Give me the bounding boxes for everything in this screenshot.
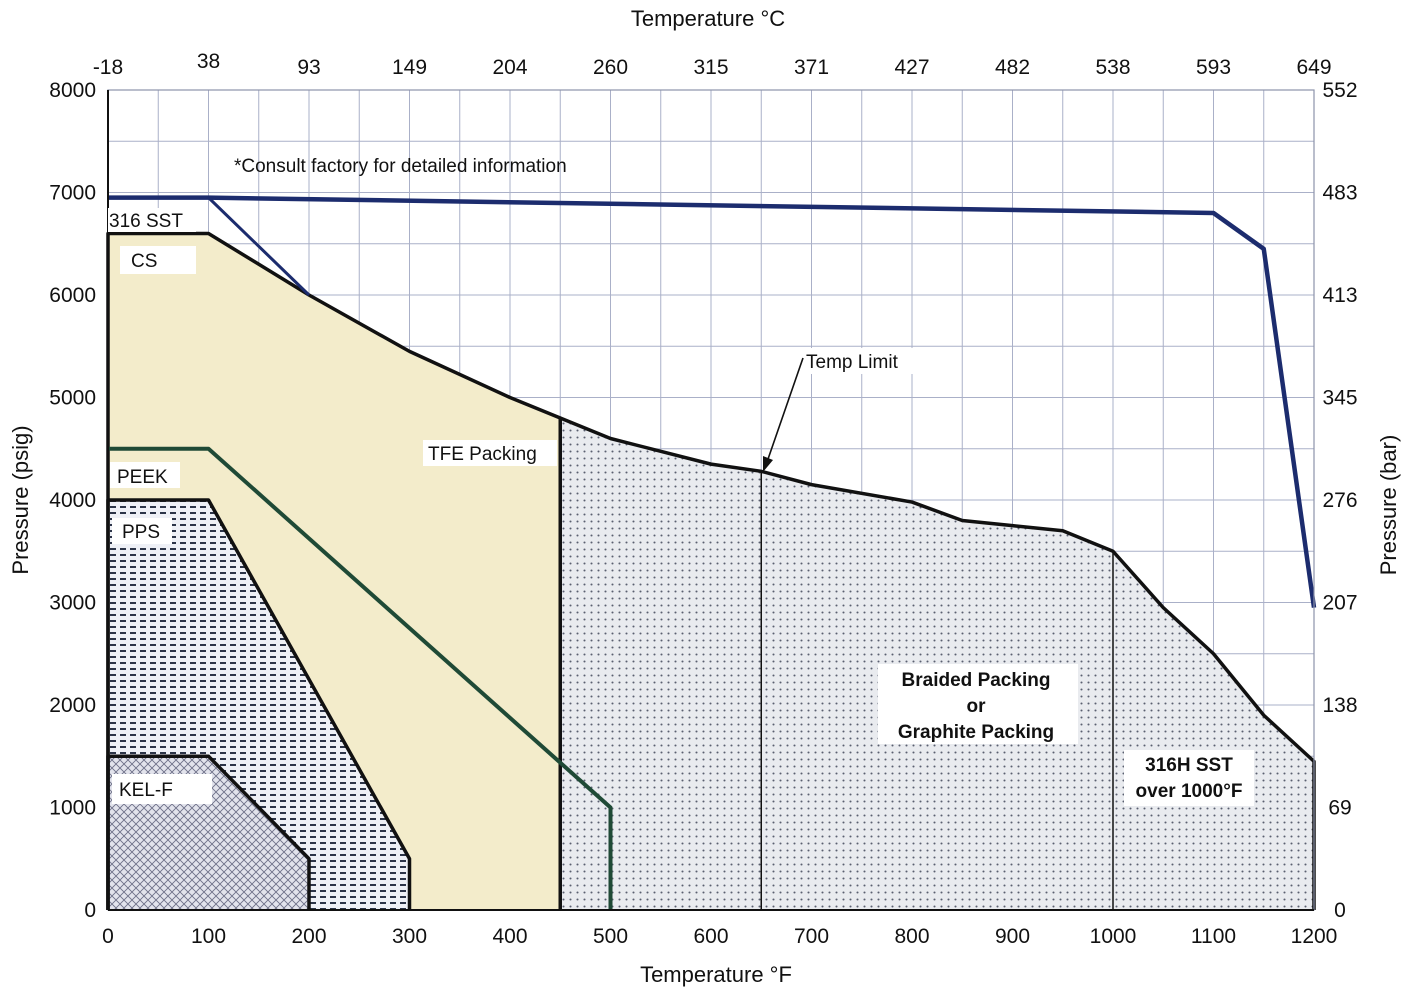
temp-limit-label: Temp Limit: [806, 352, 899, 373]
pps-label-bg: [112, 518, 172, 544]
kelf-label-bg: [112, 774, 212, 804]
peek-line: [108, 446, 613, 910]
cs-line: [207, 196, 311, 297]
y-tick-label: 5000: [49, 387, 96, 410]
peek-label: PEEK: [117, 467, 168, 488]
x2-axis-title: Temperature °C: [631, 6, 785, 31]
x-tick-label: 800: [894, 925, 929, 948]
x-tick-label: 600: [693, 925, 728, 948]
x2-tick-label: 38: [197, 50, 220, 73]
braided-packing-boundary: [559, 416, 1316, 910]
graphite-packing-label: Graphite Packing: [898, 722, 1054, 743]
y2-tick-label: 552: [1322, 79, 1357, 102]
braided-or-label: or: [967, 696, 987, 717]
x-tick-label: 400: [492, 925, 527, 948]
y2-tick-label: 0: [1334, 899, 1346, 922]
consult-note: *Consult factory for detailed informatio…: [234, 156, 567, 177]
temp-limit-label-bg: [803, 348, 915, 374]
x-tick-label: 300: [392, 925, 427, 948]
x2-tick-label: 427: [894, 56, 929, 79]
x2-tick-label: 538: [1095, 56, 1130, 79]
y-tick-label: 2000: [49, 694, 96, 717]
sst-316h-temp-label: over 1000°F: [1136, 781, 1243, 802]
y2-tick-label: 207: [1322, 592, 1357, 615]
x2-tick-label: 371: [794, 56, 829, 79]
x2-tick-label: 149: [392, 56, 427, 79]
temp-limit-arrow-shaft: [766, 357, 804, 463]
line-layer: [106, 195, 1317, 910]
x-tick-label: 0: [102, 925, 114, 948]
tfe-packing-boundary: [106, 231, 562, 910]
axis-layer: 0 100 200 300 400 500 600 700 800 900 1000 1100 1200…: [8, 6, 1401, 987]
x-tick-label: 200: [291, 925, 326, 948]
temp-limit-arrow-head: [763, 456, 773, 472]
y-tick-label: 1000: [49, 797, 96, 820]
x2-tick-label: 93: [297, 56, 320, 79]
x-tick-label: 500: [593, 925, 628, 948]
x-axis-title: Temperature °F: [640, 962, 792, 987]
y-tick-label: 7000: [49, 182, 96, 205]
y2-tick-label: 138: [1322, 694, 1357, 717]
sst-316h-label: 316H SST: [1145, 755, 1233, 776]
x-tick-label: 700: [794, 925, 829, 948]
x2-tick-label: 649: [1296, 56, 1331, 79]
sst316h-label-bg: [1124, 750, 1254, 806]
y2-axis-title: Pressure (bar): [1376, 435, 1401, 576]
sst-316-line: [108, 195, 1317, 608]
x-tick-label: 100: [191, 925, 226, 948]
x2-tick-label: 482: [995, 56, 1030, 79]
tfe-label-bg: [423, 440, 557, 466]
cs-label: CS: [131, 251, 157, 272]
braided-label-bg: [878, 664, 1078, 744]
y-tick-label: 6000: [49, 284, 96, 307]
y-tick-label: 8000: [49, 79, 96, 102]
y-tick-label: 0: [84, 899, 96, 922]
y-tick-label: 3000: [49, 592, 96, 615]
y2-tick-label: 413: [1322, 284, 1357, 307]
y2-tick-label: 483: [1322, 182, 1357, 205]
pps-label: PPS: [122, 522, 160, 543]
braided-packing-label: Braided Packing: [902, 670, 1051, 691]
x-tick-label: 1100: [1191, 925, 1236, 948]
y-axis-title: Pressure (psig): [8, 425, 33, 574]
x-tick-label: 1200: [1291, 925, 1338, 948]
tfe-packing-label: TFE Packing: [428, 444, 537, 465]
x2-tick-label: -18: [93, 56, 123, 79]
sst-label-bg: [108, 208, 196, 232]
y2-tick-label: 69: [1328, 797, 1351, 820]
x-tick-label: 1000: [1090, 925, 1137, 948]
x2-tick-label: 593: [1196, 56, 1231, 79]
peek-label-bg: [110, 462, 180, 488]
sst-316-label: 316 SST: [109, 211, 183, 232]
cs-label-bg: [120, 246, 196, 274]
y2-tick-label: 345: [1322, 387, 1357, 410]
y-tick-label: 4000: [49, 489, 96, 512]
x2-tick-label: 204: [492, 56, 527, 79]
annotation-layer: *Consult factory for detailed informatio…: [108, 156, 1254, 806]
x-tick-label: 900: [995, 925, 1030, 948]
x2-tick-label: 315: [693, 56, 728, 79]
y2-tick-label: 276: [1322, 489, 1357, 512]
x2-tick-label: 260: [593, 56, 628, 79]
kel-f-label: KEL-F: [119, 780, 173, 801]
